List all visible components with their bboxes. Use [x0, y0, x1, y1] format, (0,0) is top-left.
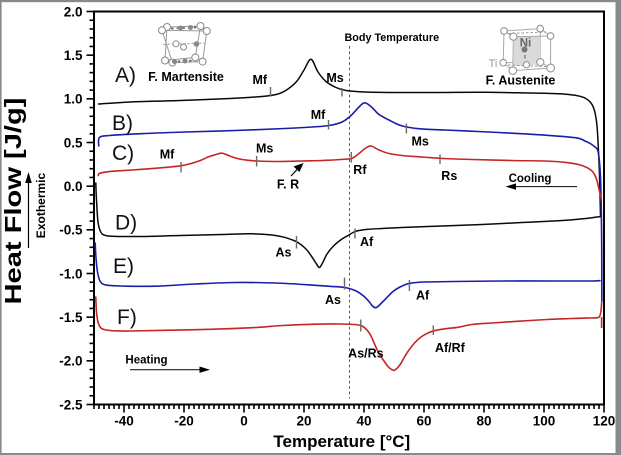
svg-text:100: 100: [533, 414, 556, 429]
svg-text:-1.5: -1.5: [59, 310, 83, 325]
svg-text:Ms: Ms: [256, 141, 273, 155]
svg-text:2.0: 2.0: [64, 4, 83, 19]
svg-text:1.0: 1.0: [64, 92, 83, 107]
svg-text:E): E): [113, 255, 134, 278]
svg-text:As: As: [276, 246, 292, 260]
svg-text:Ti: Ti: [489, 58, 498, 70]
svg-text:60: 60: [416, 414, 431, 429]
svg-text:0.5: 0.5: [64, 135, 83, 150]
svg-text:F. Austenite: F. Austenite: [486, 74, 556, 88]
svg-text:-2.5: -2.5: [59, 397, 83, 412]
svg-text:Cooling: Cooling: [509, 173, 552, 185]
svg-text:Rf: Rf: [353, 163, 367, 177]
svg-text:1.5: 1.5: [64, 48, 83, 63]
svg-text:Temperature [°C]: Temperature [°C]: [273, 432, 410, 451]
svg-text:-0.5: -0.5: [59, 223, 83, 238]
svg-text:B): B): [112, 112, 133, 135]
svg-text:Exothermic: Exothermic: [34, 172, 48, 238]
svg-text:-2.0: -2.0: [59, 354, 82, 369]
svg-text:Af: Af: [360, 235, 374, 249]
svg-text:-40: -40: [114, 414, 134, 429]
svg-text:F. R: F. R: [277, 178, 299, 192]
svg-text:Ms: Ms: [412, 134, 429, 148]
svg-text:0: 0: [240, 414, 248, 429]
svg-text:Af: Af: [416, 289, 430, 303]
svg-text:Ni: Ni: [520, 38, 532, 50]
svg-text:Heating: Heating: [125, 355, 167, 367]
svg-text:80: 80: [476, 414, 491, 429]
svg-text:As: As: [325, 293, 341, 307]
svg-text:Mf: Mf: [160, 148, 175, 162]
svg-text:40: 40: [356, 414, 371, 429]
svg-text:-1.0: -1.0: [59, 266, 82, 281]
svg-text:C): C): [112, 142, 134, 165]
svg-text:F. Martensite: F. Martensite: [148, 70, 224, 84]
svg-text:A): A): [115, 64, 136, 87]
svg-text:120: 120: [593, 414, 616, 429]
svg-text:20: 20: [296, 414, 311, 429]
svg-text:Mf: Mf: [253, 73, 268, 87]
svg-text:Af/Rf: Af/Rf: [435, 341, 466, 355]
svg-text:Rs: Rs: [441, 169, 457, 183]
svg-text:Ms: Ms: [326, 71, 343, 85]
svg-text:Mf: Mf: [311, 108, 326, 122]
svg-text:As/Rs: As/Rs: [348, 347, 383, 361]
svg-text:Body Temperature: Body Temperature: [344, 32, 439, 44]
svg-text:-20: -20: [174, 414, 194, 429]
svg-text:Heat Flow [J/g]: Heat Flow [J/g]: [0, 98, 26, 305]
svg-text:0.0: 0.0: [64, 179, 83, 194]
svg-text:D): D): [115, 212, 137, 235]
svg-text:F): F): [117, 306, 137, 329]
